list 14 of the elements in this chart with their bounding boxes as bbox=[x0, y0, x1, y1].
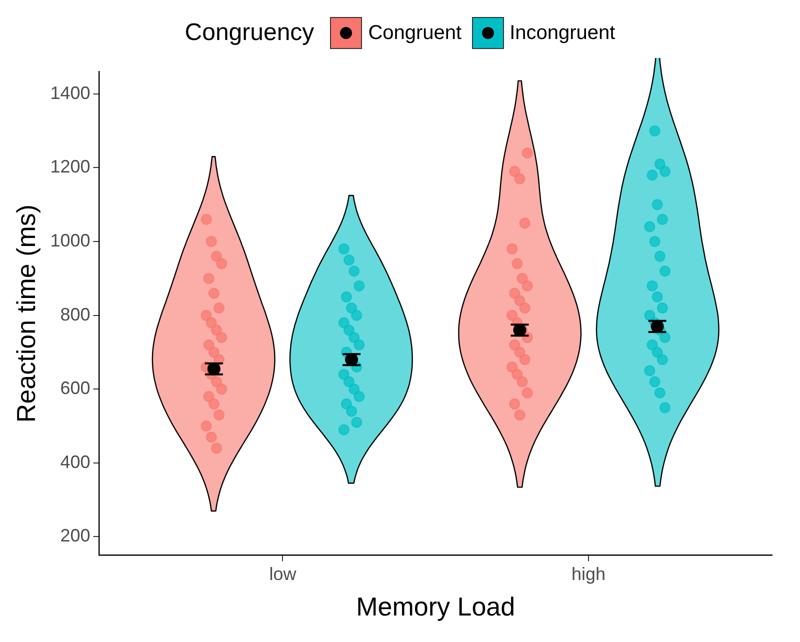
y-tick-label: 200 bbox=[60, 526, 90, 546]
legend-label: Incongruent bbox=[510, 22, 616, 44]
x-tick-label: high bbox=[572, 564, 606, 584]
y-tick-label: 600 bbox=[60, 378, 90, 398]
y-tick-label: 800 bbox=[60, 304, 90, 324]
x-tick-label: low bbox=[269, 564, 298, 584]
legend-title: Congruency bbox=[184, 19, 314, 47]
y-tick-label: 1400 bbox=[50, 82, 90, 103]
y-tick-label: 400 bbox=[60, 452, 90, 472]
y-tick-label: 1000 bbox=[50, 230, 90, 251]
y-axis-title: Reaction time (ms) bbox=[10, 204, 41, 423]
x-axis-title: Memory Load bbox=[356, 592, 516, 622]
y-tick-label: 1200 bbox=[50, 156, 90, 177]
legend-label: Congruent bbox=[368, 22, 462, 44]
